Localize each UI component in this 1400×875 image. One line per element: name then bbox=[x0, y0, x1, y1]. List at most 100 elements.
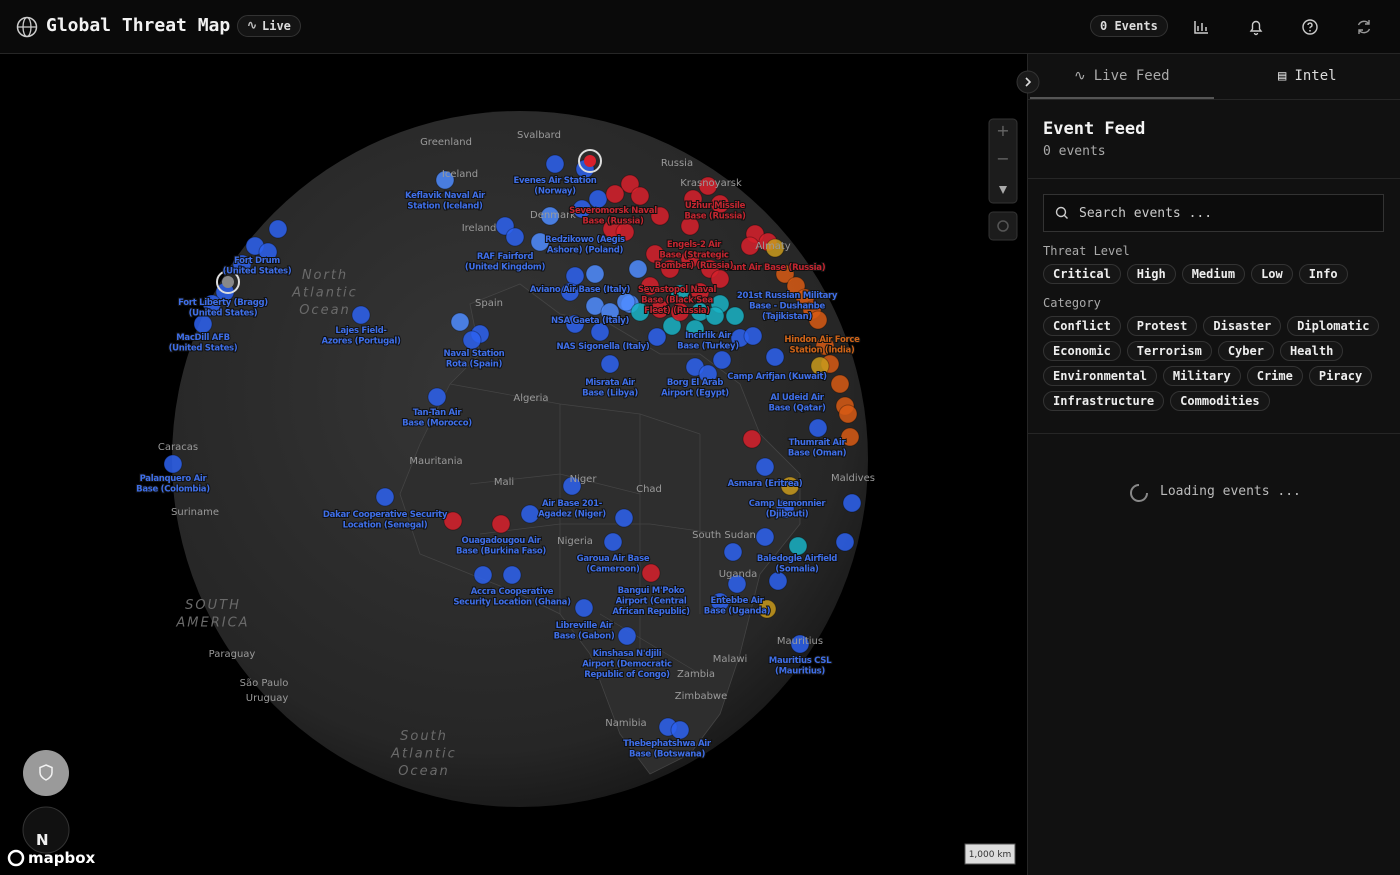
event-marker[interactable] bbox=[640, 276, 660, 296]
event-marker[interactable] bbox=[808, 418, 828, 438]
event-marker[interactable] bbox=[163, 454, 183, 474]
event-marker[interactable] bbox=[840, 427, 860, 447]
threat-chip[interactable]: Low bbox=[1251, 264, 1293, 284]
help-icon[interactable] bbox=[1301, 18, 1319, 36]
event-marker[interactable] bbox=[775, 499, 795, 519]
event-marker[interactable] bbox=[462, 330, 482, 350]
event-marker[interactable] bbox=[755, 527, 775, 547]
event-marker[interactable] bbox=[645, 244, 665, 264]
event-marker[interactable] bbox=[757, 599, 777, 619]
tab-intel[interactable]: ▤ Intel bbox=[1278, 68, 1337, 84]
event-marker[interactable] bbox=[768, 571, 788, 591]
bell-icon[interactable] bbox=[1247, 18, 1265, 36]
category-chip[interactable]: Protest bbox=[1126, 316, 1198, 336]
category-chip[interactable]: Health bbox=[1279, 341, 1344, 361]
event-marker[interactable] bbox=[810, 356, 830, 376]
stats-icon[interactable] bbox=[1192, 18, 1210, 36]
event-marker[interactable] bbox=[620, 174, 640, 194]
event-marker[interactable] bbox=[600, 354, 620, 374]
event-marker[interactable] bbox=[600, 302, 620, 322]
category-chip[interactable]: Diplomatic bbox=[1287, 316, 1380, 336]
event-marker[interactable] bbox=[562, 476, 582, 496]
event-marker[interactable] bbox=[775, 264, 795, 284]
event-marker[interactable] bbox=[765, 347, 785, 367]
refresh-icon[interactable] bbox=[1355, 18, 1373, 36]
event-marker[interactable] bbox=[740, 236, 760, 256]
event-marker[interactable] bbox=[815, 336, 835, 356]
event-marker[interactable] bbox=[710, 194, 730, 214]
event-marker[interactable] bbox=[443, 511, 463, 531]
map[interactable]: Greenland Svalbard Russia Iceland Ireland Den… bbox=[0, 54, 1027, 875]
event-marker[interactable] bbox=[647, 327, 667, 347]
event-marker[interactable] bbox=[842, 493, 862, 513]
event-marker[interactable] bbox=[755, 457, 775, 477]
category-chip[interactable]: Cyber bbox=[1217, 341, 1274, 361]
event-marker[interactable] bbox=[617, 626, 637, 646]
event-marker[interactable] bbox=[670, 302, 690, 322]
event-marker[interactable] bbox=[712, 350, 732, 370]
event-marker[interactable] bbox=[835, 532, 855, 552]
threat-chip[interactable]: Critical bbox=[1043, 264, 1121, 284]
event-marker[interactable] bbox=[427, 387, 447, 407]
event-marker[interactable] bbox=[605, 184, 625, 204]
event-marker[interactable] bbox=[630, 302, 650, 322]
event-marker[interactable] bbox=[565, 266, 585, 286]
event-marker[interactable] bbox=[491, 514, 511, 534]
category-chip[interactable]: Piracy bbox=[1308, 366, 1373, 386]
event-marker[interactable] bbox=[780, 476, 800, 496]
event-marker[interactable] bbox=[670, 720, 690, 740]
shield-button[interactable] bbox=[23, 750, 69, 796]
category-chip[interactable]: Disaster bbox=[1203, 316, 1282, 336]
event-marker[interactable] bbox=[641, 563, 661, 583]
live-badge[interactable]: ∿ Live bbox=[237, 15, 301, 37]
event-marker[interactable] bbox=[435, 170, 455, 190]
event-marker[interactable] bbox=[505, 227, 525, 247]
threat-chip[interactable]: Medium bbox=[1181, 264, 1246, 284]
event-marker[interactable] bbox=[628, 259, 648, 279]
event-marker[interactable] bbox=[545, 154, 565, 174]
event-marker[interactable] bbox=[662, 316, 682, 336]
event-marker[interactable] bbox=[268, 219, 288, 239]
event-marker[interactable] bbox=[650, 206, 670, 226]
search-box[interactable]: Search events ... bbox=[1043, 194, 1384, 232]
event-marker[interactable] bbox=[630, 186, 650, 206]
locate-button[interactable] bbox=[988, 211, 1018, 241]
category-chip[interactable]: Terrorism bbox=[1126, 341, 1212, 361]
event-marker[interactable] bbox=[727, 574, 747, 594]
event-marker[interactable] bbox=[258, 242, 278, 262]
event-marker[interactable] bbox=[615, 222, 635, 242]
event-marker[interactable] bbox=[530, 232, 550, 252]
event-marker[interactable] bbox=[725, 306, 745, 326]
event-marker[interactable] bbox=[838, 404, 858, 424]
zoom-out[interactable]: − bbox=[996, 149, 1009, 168]
event-marker[interactable] bbox=[473, 565, 493, 585]
event-marker[interactable] bbox=[650, 299, 670, 319]
event-marker[interactable] bbox=[202, 294, 222, 314]
event-marker[interactable] bbox=[765, 238, 785, 258]
event-marker[interactable] bbox=[572, 199, 592, 219]
event-marker[interactable] bbox=[590, 322, 610, 342]
event-marker[interactable] bbox=[790, 634, 810, 654]
event-marker[interactable] bbox=[710, 269, 730, 289]
threat-chip[interactable]: Info bbox=[1298, 264, 1348, 284]
event-marker[interactable] bbox=[232, 254, 252, 274]
event-marker[interactable] bbox=[585, 264, 605, 284]
event-marker[interactable] bbox=[588, 189, 608, 209]
event-marker[interactable] bbox=[603, 532, 623, 552]
event-marker[interactable] bbox=[690, 282, 710, 302]
event-marker[interactable] bbox=[705, 306, 725, 326]
category-chip[interactable]: Military bbox=[1162, 366, 1241, 386]
event-marker[interactable] bbox=[830, 374, 850, 394]
event-marker[interactable] bbox=[574, 598, 594, 618]
event-marker[interactable] bbox=[375, 487, 395, 507]
event-marker[interactable] bbox=[683, 189, 703, 209]
event-marker[interactable] bbox=[660, 259, 680, 279]
event-marker[interactable] bbox=[520, 504, 540, 524]
event-marker[interactable] bbox=[685, 319, 705, 339]
event-marker[interactable] bbox=[808, 310, 828, 330]
event-marker[interactable] bbox=[680, 249, 700, 269]
event-marker[interactable] bbox=[502, 565, 522, 585]
category-chip[interactable]: Commodities bbox=[1170, 391, 1270, 411]
category-chip[interactable]: Economic bbox=[1043, 341, 1121, 361]
category-chip[interactable]: Conflict bbox=[1043, 316, 1121, 336]
